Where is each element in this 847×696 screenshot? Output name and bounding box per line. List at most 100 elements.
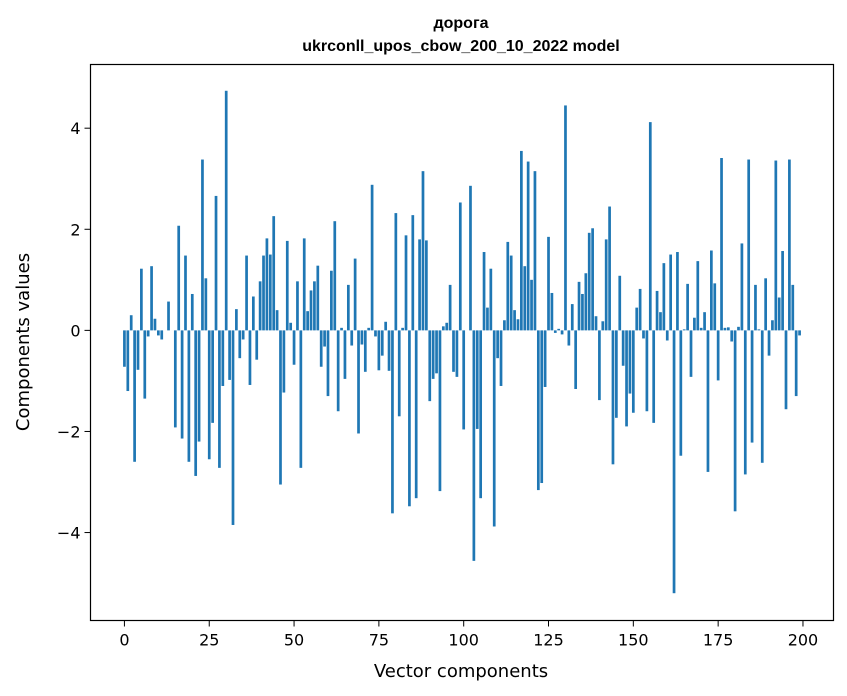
bar	[730, 330, 734, 342]
bar	[346, 284, 350, 331]
bar	[143, 330, 147, 399]
bar	[285, 240, 289, 331]
bar	[469, 185, 472, 331]
bar	[153, 318, 157, 331]
bar	[207, 330, 211, 460]
bar	[635, 307, 639, 331]
bar	[306, 311, 309, 331]
bar	[129, 315, 133, 331]
bar	[323, 330, 326, 347]
bar	[387, 330, 391, 371]
bar	[404, 235, 408, 331]
bar	[123, 330, 126, 367]
y-tick-label: −4	[57, 524, 81, 543]
bar	[458, 202, 462, 331]
bar	[598, 330, 601, 401]
bar	[462, 330, 466, 430]
bar	[438, 330, 442, 492]
bar	[302, 238, 306, 331]
bar	[587, 232, 591, 331]
bar	[340, 327, 343, 331]
bar	[268, 254, 272, 331]
bar	[221, 330, 225, 386]
bar	[615, 330, 618, 418]
bar	[557, 328, 561, 331]
bar	[777, 297, 781, 331]
bar	[241, 330, 245, 340]
y-tick-label: 0	[70, 321, 80, 340]
bar	[781, 251, 784, 331]
bar	[798, 330, 801, 336]
bar	[682, 329, 686, 331]
bar	[696, 261, 700, 331]
bar	[794, 330, 798, 397]
bar	[713, 283, 717, 331]
bar	[255, 330, 259, 360]
bar	[313, 281, 316, 331]
y-axis-ticks: −4 −2 0 2 4	[57, 119, 91, 543]
bar	[553, 330, 557, 333]
bar	[228, 330, 231, 380]
bar	[262, 255, 265, 331]
bar	[760, 330, 764, 463]
bar	[567, 330, 571, 346]
bar	[272, 216, 276, 331]
bar	[737, 326, 740, 331]
bar	[140, 268, 143, 331]
x-tick-label: 0	[119, 631, 129, 650]
bar	[330, 270, 333, 331]
bar	[740, 243, 744, 331]
bar	[526, 161, 530, 331]
bar	[543, 330, 547, 387]
bar	[418, 239, 421, 331]
bar	[611, 330, 615, 465]
bar	[628, 330, 632, 394]
bar	[638, 288, 642, 331]
bar	[642, 330, 645, 339]
bar	[560, 330, 564, 335]
bar	[750, 330, 754, 443]
bar	[374, 330, 377, 337]
bar	[767, 330, 771, 356]
bar	[523, 266, 527, 331]
x-axis-label: Vector components	[374, 661, 548, 682]
bar	[726, 327, 730, 331]
bar	[774, 160, 778, 331]
y-tick-label: 4	[70, 119, 80, 138]
bar	[676, 252, 679, 331]
bar	[710, 250, 713, 331]
bar	[659, 312, 662, 331]
bar	[452, 330, 455, 372]
bar	[343, 330, 347, 379]
bar	[625, 330, 628, 427]
bar	[445, 322, 449, 331]
bar	[173, 330, 177, 428]
bar	[363, 330, 367, 372]
bar	[292, 330, 296, 365]
bar	[550, 292, 554, 331]
bar	[190, 293, 194, 331]
bar	[126, 330, 130, 392]
bar	[414, 330, 418, 499]
bar	[723, 327, 727, 331]
bar	[672, 330, 676, 594]
bar	[631, 330, 635, 413]
bar	[788, 159, 791, 331]
bars-group	[123, 90, 801, 594]
bar	[618, 275, 622, 331]
bar	[421, 171, 425, 331]
x-tick-label: 25	[199, 631, 219, 650]
bar	[591, 228, 594, 331]
bar	[224, 90, 228, 331]
bar	[251, 296, 255, 331]
bar	[601, 321, 605, 331]
bar	[326, 330, 330, 397]
bar	[645, 330, 649, 412]
chart-subtitle: ukrconll_upos_cbow_200_10_2022 model	[302, 38, 619, 55]
bar	[509, 255, 513, 331]
bar	[608, 206, 611, 331]
bar	[180, 330, 184, 439]
bar	[706, 330, 710, 472]
bar	[482, 252, 486, 331]
